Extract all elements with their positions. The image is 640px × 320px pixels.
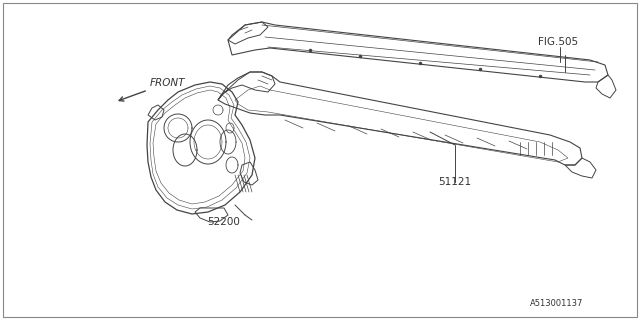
Text: 52200: 52200 bbox=[207, 217, 240, 227]
Text: A513001137: A513001137 bbox=[530, 299, 584, 308]
Text: 51121: 51121 bbox=[438, 177, 471, 187]
Text: FIG.505: FIG.505 bbox=[538, 37, 578, 47]
Text: FRONT: FRONT bbox=[150, 78, 186, 88]
